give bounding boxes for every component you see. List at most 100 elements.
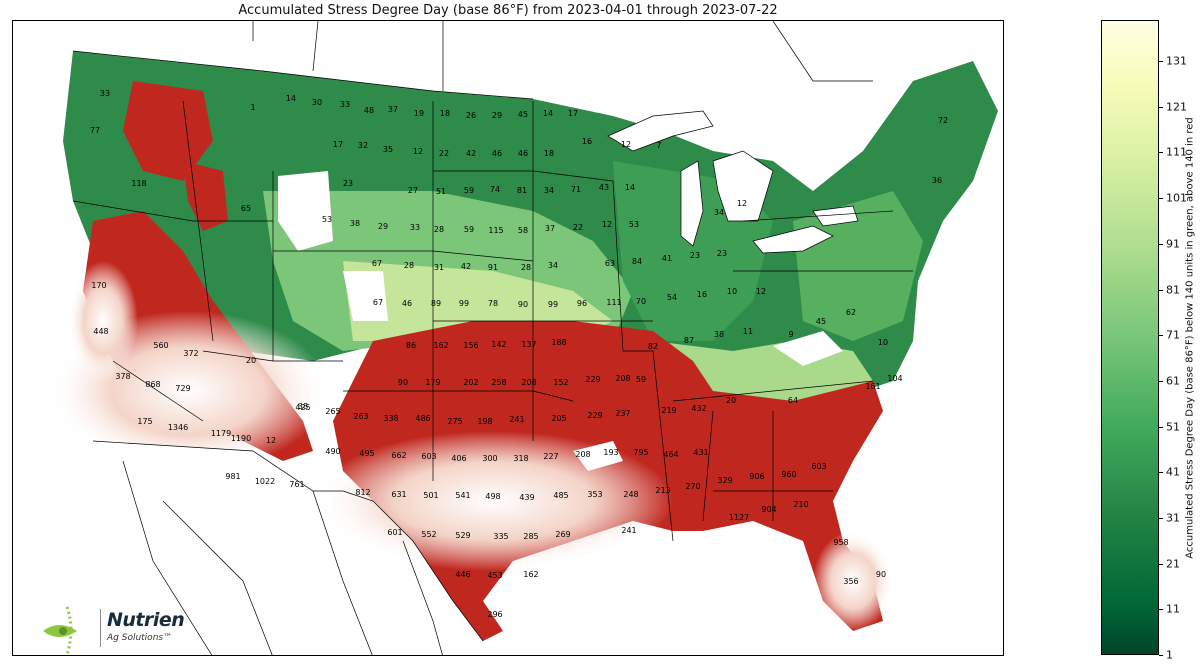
map-value-label: 981 [225, 472, 241, 481]
map-value-label: 1022 [254, 477, 276, 486]
colorbar-tick [1159, 61, 1163, 63]
map-value-label: 12 [412, 147, 424, 156]
map-value-label: 19 [413, 109, 425, 118]
logo-divider [100, 609, 101, 647]
map-value-label: 91 [487, 263, 499, 272]
map-value-label: 42 [465, 149, 477, 158]
map-value-label: 10 [726, 287, 738, 296]
map-value-label: 104 [887, 374, 903, 383]
map-value-label: 425 [295, 403, 311, 412]
map-value-label: 16 [696, 290, 708, 299]
map-value-label: 54 [666, 293, 678, 302]
map-value-label: 65 [240, 204, 252, 213]
map-value-label: 12 [736, 199, 748, 208]
map-value-label: 23 [716, 249, 728, 258]
map-value-label: 601 [387, 528, 403, 537]
map-value-label: 603 [421, 452, 437, 461]
map-value-label: 23 [689, 251, 701, 260]
map-value-label: 263 [353, 412, 369, 421]
map-value-label: 156 [463, 341, 479, 350]
map-value-label: 275 [447, 417, 463, 426]
map-value-label: 111 [606, 298, 622, 307]
map-value-label: 142 [491, 340, 507, 349]
map-value-label: 29 [377, 222, 389, 231]
map-value-label: 868 [145, 380, 161, 389]
colorbar-tick [1159, 380, 1163, 382]
map-value-label: 812 [355, 488, 371, 497]
map-value-label: 270 [685, 482, 701, 491]
nutrien-logo: Nutrien Ag Solutions™ [37, 599, 207, 655]
land-hot [48, 261, 893, 631]
colorbar-tick-label: 91 [1166, 237, 1180, 251]
colorbar-tick [1159, 152, 1163, 154]
map-value-label: 378 [115, 372, 131, 381]
map-value-label: 26 [465, 111, 477, 120]
map-value-label: 38 [713, 330, 725, 339]
map-value-label: 208 [521, 378, 537, 387]
map-value-label: 46 [517, 149, 529, 158]
map-value-label: 179 [425, 378, 441, 387]
map-value-label: 446 [455, 570, 471, 579]
map-value-label: 9 [788, 330, 794, 339]
map-value-label: 448 [93, 327, 109, 336]
map-value-label: 464 [663, 450, 679, 459]
map-value-label: 761 [289, 480, 305, 489]
map-value-label: 205 [551, 414, 567, 423]
map-value-label: 11 [742, 327, 754, 336]
colorbar-tick-label: 31 [1166, 511, 1180, 525]
map-value-label: 188 [551, 338, 567, 347]
map-value-label: 45 [815, 317, 827, 326]
map-value-label: 22 [572, 223, 584, 232]
colorbar-tick-label: 81 [1166, 283, 1180, 297]
map-value-label: 152 [553, 378, 569, 387]
map-value-label: 603 [811, 462, 827, 471]
map-value-label: 36 [931, 176, 943, 185]
map-value-label: 210 [793, 500, 809, 509]
map-value-label: 58 [517, 226, 529, 235]
map-value-label: 86 [405, 341, 417, 350]
map-value-label: 33 [409, 223, 421, 232]
map-value-label: 62 [845, 308, 857, 317]
map-value-label: 14 [624, 183, 636, 192]
map-value-label: 72 [937, 116, 949, 125]
colorbar-tick [1159, 335, 1163, 337]
map-value-label: 96 [576, 299, 588, 308]
map-value-label: 202 [463, 378, 479, 387]
colorbar-tick-label: 131 [1166, 54, 1187, 68]
colorbar-tick [1159, 609, 1163, 611]
colorbar-tick-label: 121 [1166, 100, 1187, 114]
colorbar-tick [1159, 517, 1163, 519]
map-value-label: 241 [509, 415, 525, 424]
map-value-label: 162 [523, 570, 539, 579]
colorbar-tick-label: 71 [1166, 328, 1180, 342]
map-value-label: 17 [332, 140, 344, 149]
map-value-label: 12 [601, 220, 613, 229]
map-value-label: 248 [623, 490, 639, 499]
map-value-label: 59 [463, 186, 475, 195]
map-value-label: 27 [407, 186, 419, 195]
colorbar-tick-label: 101 [1166, 191, 1187, 205]
map-value-label: 34 [713, 208, 725, 217]
map-value-label: 170 [91, 281, 107, 290]
map-value-label: 904 [761, 505, 777, 514]
map-value-label: 213 [655, 486, 671, 495]
map-value-label: 960 [781, 470, 797, 479]
map-value-label: 162 [433, 341, 449, 350]
boundary-lines [72, 21, 913, 655]
map-value-label: 90 [397, 378, 409, 387]
logo-brand: Nutrien [107, 609, 185, 631]
map-value-label: 453 [487, 571, 503, 580]
map-value-label: 560 [153, 341, 169, 350]
map-value-label: 59 [635, 375, 647, 384]
map-value-label: 237 [615, 409, 631, 418]
map-value-label: 28 [403, 261, 415, 270]
map-value-label: 552 [421, 530, 437, 539]
map-value-label: 33 [339, 100, 351, 109]
map-value-label: 23 [342, 179, 354, 188]
map-value-label: 795 [633, 448, 649, 457]
map-value-label: 541 [455, 491, 471, 500]
map-value-label: 1346 [167, 423, 189, 432]
map-value-label: 265 [325, 407, 341, 416]
colorbar-tick-label: 21 [1166, 557, 1180, 571]
map-value-label: 115 [488, 226, 504, 235]
